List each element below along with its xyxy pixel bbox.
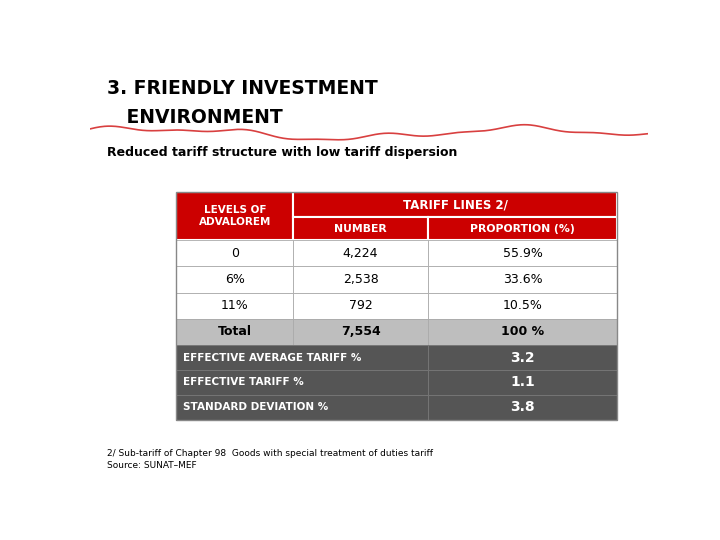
Text: 3. FRIENDLY INVESTMENT: 3. FRIENDLY INVESTMENT (107, 79, 377, 98)
Bar (176, 345, 428, 370)
Bar (293, 192, 617, 218)
Text: 792: 792 (348, 299, 372, 312)
Bar (176, 293, 293, 319)
Text: EFFECTIVE AVERAGE TARIFF %: EFFECTIVE AVERAGE TARIFF % (183, 353, 361, 362)
Text: 6%: 6% (225, 273, 245, 286)
Text: 2/ Sub-tariff of Chapter 98  Goods with special treatment of duties tariff
Sourc: 2/ Sub-tariff of Chapter 98 Goods with s… (107, 449, 433, 470)
Bar (176, 192, 617, 420)
Text: LEVELS OF
ADVALOREM: LEVELS OF ADVALOREM (199, 205, 271, 227)
Bar (176, 240, 293, 266)
Text: TARIFF LINES 2/: TARIFF LINES 2/ (403, 198, 508, 211)
Text: 55.9%: 55.9% (503, 247, 542, 260)
Text: NUMBER: NUMBER (334, 224, 387, 234)
Bar (428, 240, 617, 266)
Bar (293, 266, 428, 293)
Bar (176, 319, 293, 345)
Text: STANDARD DEVIATION %: STANDARD DEVIATION % (183, 402, 328, 413)
Text: 0: 0 (231, 247, 239, 260)
Text: PROPORTION (%): PROPORTION (%) (470, 224, 575, 234)
Text: 33.6%: 33.6% (503, 273, 542, 286)
Bar (428, 218, 617, 240)
Bar (428, 293, 617, 319)
Text: ENVIRONMENT: ENVIRONMENT (107, 109, 282, 127)
Text: Reduced tariff structure with low tariff dispersion: Reduced tariff structure with low tariff… (107, 146, 457, 159)
Bar (293, 293, 428, 319)
Bar (176, 395, 428, 420)
Bar (176, 370, 428, 395)
Text: 10.5%: 10.5% (503, 299, 542, 312)
Bar (428, 345, 617, 370)
Text: 2,538: 2,538 (343, 273, 379, 286)
Text: 100 %: 100 % (501, 326, 544, 339)
Bar (428, 266, 617, 293)
Text: 3.2: 3.2 (510, 350, 535, 365)
Bar (428, 319, 617, 345)
Text: 1.1: 1.1 (510, 375, 535, 389)
Bar (428, 395, 617, 420)
Text: Total: Total (218, 326, 252, 339)
Bar (176, 266, 293, 293)
Text: 3.8: 3.8 (510, 401, 535, 414)
Bar (293, 240, 428, 266)
Bar (428, 370, 617, 395)
Text: 11%: 11% (221, 299, 249, 312)
Bar (293, 218, 428, 240)
Bar (176, 192, 293, 240)
Bar (293, 319, 428, 345)
Text: EFFECTIVE TARIFF %: EFFECTIVE TARIFF % (183, 377, 304, 388)
Text: 4,224: 4,224 (343, 247, 378, 260)
Text: 7,554: 7,554 (341, 326, 380, 339)
